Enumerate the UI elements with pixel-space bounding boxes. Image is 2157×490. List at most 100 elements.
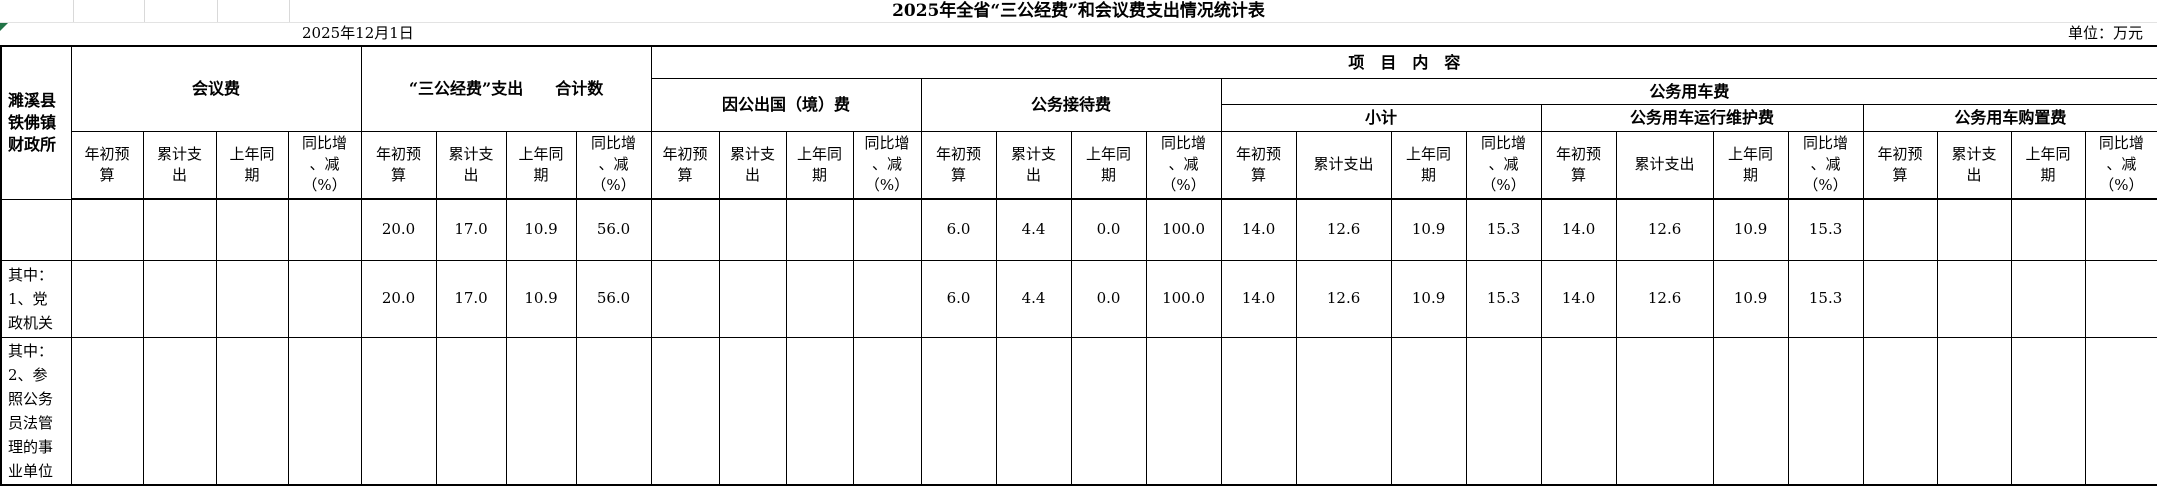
data-cell[interactable]: 15.3 [1465,259,1542,338]
group-vehicle-maintenance[interactable]: 公务用车运行维护费 [1540,103,1864,132]
data-cell[interactable] [215,198,289,261]
column-header[interactable]: 同比增 、减 （%） [287,130,362,200]
column-header[interactable]: 年初预 算 [1862,130,1938,200]
data-cell[interactable] [650,259,720,338]
data-cell[interactable] [1070,336,1147,485]
data-cell[interactable] [1540,336,1617,485]
data-cell[interactable] [718,198,787,261]
data-cell[interactable]: 15.3 [1787,198,1864,261]
data-cell[interactable] [435,336,507,485]
data-cell[interactable]: 15.3 [1787,259,1864,338]
data-cell[interactable] [1712,336,1789,485]
data-cell[interactable]: 4.4 [995,259,1072,338]
data-cell[interactable] [70,259,144,338]
data-cell[interactable] [2010,336,2086,485]
data-cell[interactable] [995,336,1072,485]
group-reception-fee[interactable]: 公务接待费 [920,77,1222,132]
column-header[interactable]: 同比增 、减 （%） [575,130,652,200]
data-cell[interactable]: 0.0 [1070,198,1147,261]
data-cell[interactable] [505,336,577,485]
data-cell[interactable] [2084,336,2157,485]
row-label[interactable]: 其中： 2、参 照公务 员法管 理的事 业单位 [0,336,72,485]
data-cell[interactable]: 20.0 [360,198,437,261]
data-cell[interactable] [852,336,922,485]
data-cell[interactable]: 100.0 [1145,198,1222,261]
data-cell[interactable] [142,259,217,338]
data-cell[interactable]: 15.3 [1465,198,1542,261]
data-cell[interactable] [1220,336,1297,485]
data-cell[interactable]: 10.9 [1712,259,1789,338]
group-vehicle-fee[interactable]: 公务用车费 [1220,77,2157,105]
column-header[interactable]: 同比增 、减 （%） [852,130,922,200]
data-cell[interactable]: 100.0 [1145,259,1222,338]
column-header[interactable]: 同比增 、减 （%） [1145,130,1222,200]
data-cell[interactable] [1615,336,1714,485]
data-cell[interactable]: 10.9 [1390,198,1467,261]
org-header-cell[interactable]: 濉溪县 铁佛镇 财政所 [0,45,72,200]
data-cell[interactable]: 10.9 [505,198,577,261]
group-abroad-fee[interactable]: 因公出国（境）费 [650,77,922,132]
column-header[interactable]: 同比增 、减 （%） [1465,130,1542,200]
data-cell[interactable]: 56.0 [575,198,652,261]
column-header[interactable]: 上年同 期 [1390,130,1467,200]
group-vehicle-purchase[interactable]: 公务用车购置费 [1862,103,2157,132]
data-cell[interactable]: 0.0 [1070,259,1147,338]
data-cell[interactable]: 10.9 [1712,198,1789,261]
data-cell[interactable] [718,259,787,338]
data-cell[interactable] [650,198,720,261]
data-cell[interactable] [1145,336,1222,485]
column-header[interactable]: 年初预 算 [920,130,997,200]
column-header[interactable]: 累计支 出 [718,130,787,200]
column-header[interactable]: 累计支 出 [995,130,1072,200]
data-cell[interactable] [785,336,854,485]
data-cell[interactable] [287,259,362,338]
data-cell[interactable] [70,336,144,485]
column-header[interactable]: 同比增 、减 （%） [2084,130,2157,200]
column-header[interactable]: 年初预 算 [1540,130,1617,200]
data-cell[interactable]: 12.6 [1295,198,1392,261]
data-cell[interactable] [2010,259,2086,338]
data-cell[interactable] [2010,198,2086,261]
column-header[interactable]: 累计支 出 [435,130,507,200]
data-cell[interactable]: 17.0 [435,259,507,338]
data-cell[interactable] [287,198,362,261]
data-cell[interactable] [1862,336,1938,485]
data-cell[interactable] [920,336,997,485]
data-cell[interactable] [215,336,289,485]
column-header[interactable]: 累计支 出 [142,130,217,200]
data-cell[interactable]: 20.0 [360,259,437,338]
data-cell[interactable] [142,198,217,261]
data-cell[interactable] [1862,259,1938,338]
data-cell[interactable] [1936,259,2012,338]
data-cell[interactable]: 10.9 [505,259,577,338]
column-header[interactable]: 累计支 出 [1936,130,2012,200]
data-cell[interactable] [1295,336,1392,485]
data-cell[interactable] [785,198,854,261]
data-cell[interactable]: 6.0 [920,259,997,338]
data-cell[interactable] [575,336,652,485]
column-header[interactable]: 上年同 期 [505,130,577,200]
column-header[interactable]: 年初预 算 [360,130,437,200]
row-label[interactable] [0,198,72,261]
data-cell[interactable]: 14.0 [1540,259,1617,338]
data-cell[interactable]: 14.0 [1220,198,1297,261]
data-cell[interactable] [360,336,437,485]
group-project-content[interactable]: 项 目 内 容 [650,45,2157,79]
column-header[interactable]: 累计支出 [1295,130,1392,200]
data-cell[interactable]: 12.6 [1295,259,1392,338]
column-header[interactable]: 年初预 算 [1220,130,1297,200]
data-cell[interactable]: 17.0 [435,198,507,261]
data-cell[interactable]: 12.6 [1615,198,1714,261]
column-header[interactable]: 上年同 期 [1712,130,1789,200]
data-cell[interactable] [2084,198,2157,261]
column-header[interactable]: 年初预 算 [70,130,144,200]
column-header[interactable]: 上年同 期 [1070,130,1147,200]
data-cell[interactable] [142,336,217,485]
column-header[interactable]: 累计支出 [1615,130,1714,200]
data-cell[interactable] [718,336,787,485]
data-cell[interactable] [785,259,854,338]
data-cell[interactable]: 14.0 [1220,259,1297,338]
group-vehicle-subtotal[interactable]: 小计 [1220,103,1542,132]
row-label[interactable]: 其中： 1、党 政机关 [0,259,72,338]
data-cell[interactable] [1936,198,2012,261]
